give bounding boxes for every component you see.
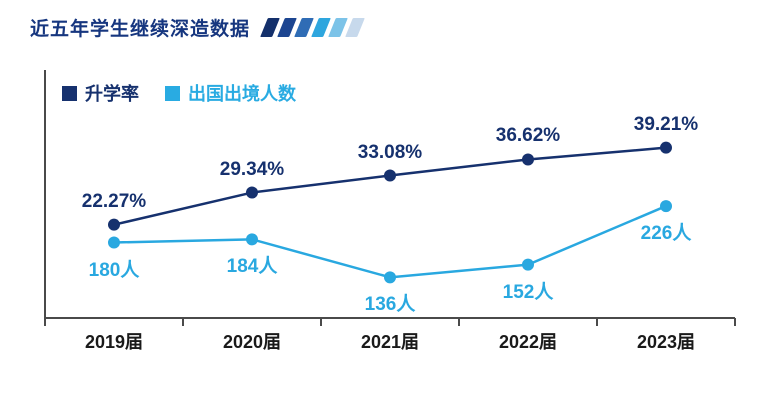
data-point: [522, 153, 534, 166]
title-row: 近五年学生继续深造数据: [30, 14, 366, 41]
data-point: [522, 258, 534, 271]
legend-label-abroad: 出国出境人数: [188, 84, 296, 104]
legend-item-abroad: 出国出境人数: [165, 80, 296, 106]
legend-swatch-abroad-icon: [165, 85, 180, 101]
data-point: [246, 186, 258, 199]
data-point: [108, 218, 120, 231]
data-point: [108, 236, 120, 249]
legend-item-rate: 升学率: [62, 80, 139, 106]
chart-legend: 升学率 出国出境人数: [62, 80, 296, 106]
data-point: [660, 200, 672, 213]
series-line-1: [113, 204, 667, 279]
data-point: [246, 233, 258, 246]
page-title: 近五年学生继续深造数据: [30, 19, 251, 40]
series-line-0: [113, 146, 667, 226]
legend-swatch-rate-icon: [62, 85, 77, 101]
data-point: [384, 271, 396, 284]
data-point: [384, 169, 396, 182]
data-point: [660, 141, 672, 154]
legend-label-rate: 升学率: [85, 84, 139, 104]
